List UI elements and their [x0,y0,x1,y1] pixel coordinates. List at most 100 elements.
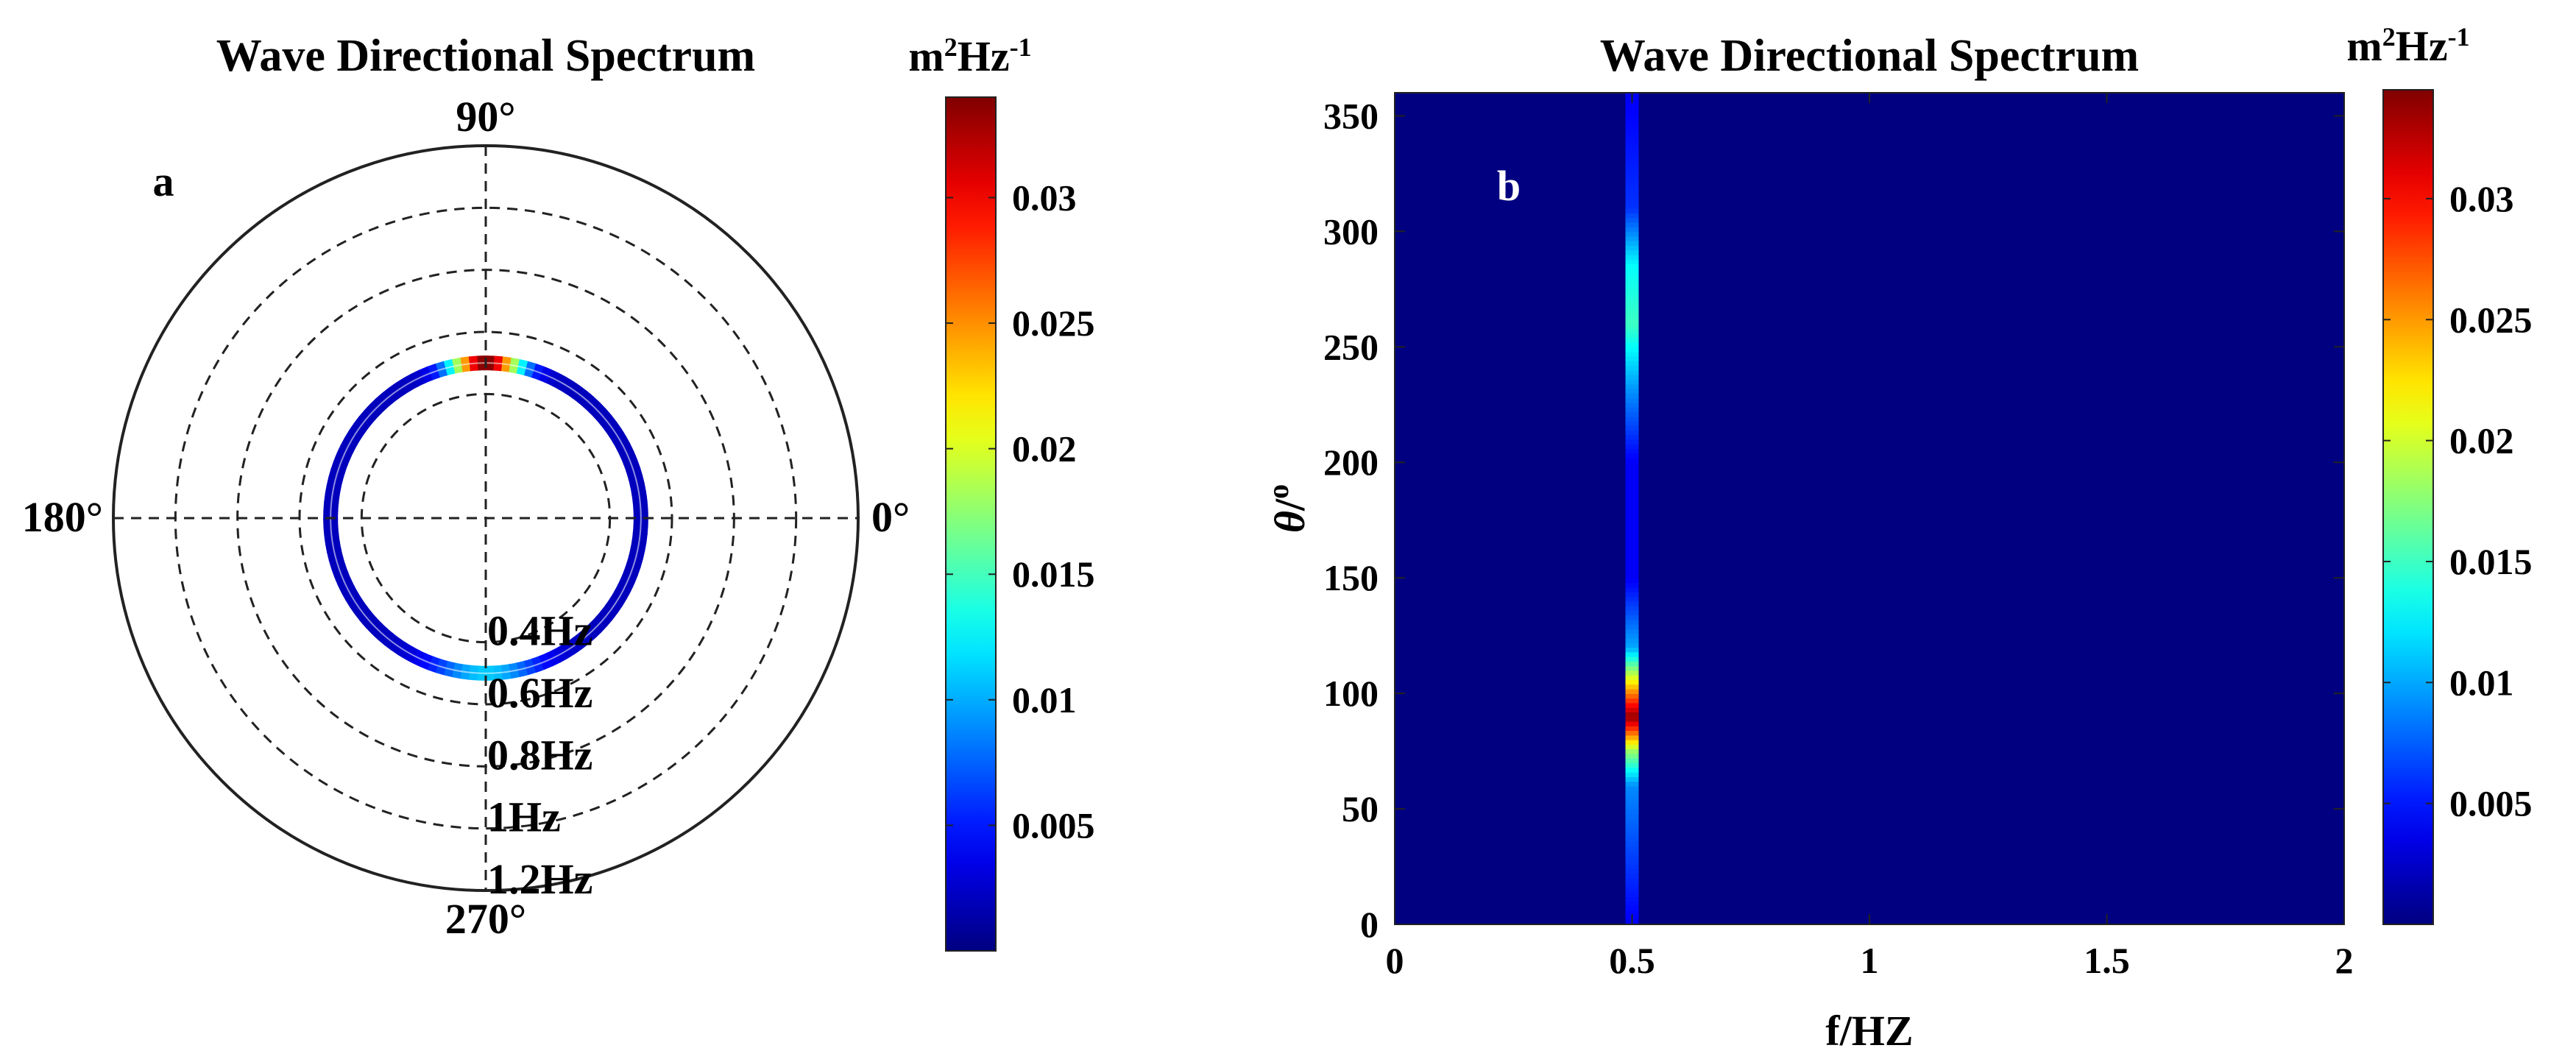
ridge-cell-104 [1625,679,1639,685]
ridge-cell-216 [1625,420,1639,426]
ridge-cell-80 [1625,734,1639,740]
ridge-cell-132 [1625,615,1639,620]
ridge-cell-60 [1625,781,1639,787]
colorbar-a-tick-label-4: 0.025 [1012,302,1095,344]
ridge-cell-32 [1625,846,1639,852]
ridge-cell-288 [1625,254,1639,260]
ridge-cell-294 [1625,240,1639,246]
ridge-cell-66 [1625,767,1639,773]
ridge-cell-254 [1625,333,1639,339]
ridge-cell-6 [1625,905,1639,911]
y-tick-label-5: 250 [1323,326,1379,367]
ridge-cell-34 [1625,841,1639,847]
y-tick-label-3: 150 [1323,557,1379,598]
ridge-cell-14 [1625,887,1639,893]
ridge-cell-322 [1625,176,1639,182]
ridge-cell-304 [1625,217,1639,223]
ridge-cell-350 [1625,111,1639,117]
ridge-cell-148 [1625,578,1639,584]
ridge-cell-208 [1625,439,1639,445]
ridge-cell-114 [1625,656,1639,662]
ridge-cell-128 [1625,623,1639,630]
ridge-cell-242 [1625,361,1639,367]
heatmap-y-axis-label: θ/o [1262,484,1314,533]
heatmap-panel: Wave Directional Spectrum b 0 0.5 1 1.5 2 0 5… [1262,22,2533,1055]
ridge-cell-310 [1625,203,1639,209]
ridge-cell-292 [1625,245,1639,251]
ridge-cell-332 [1625,152,1639,158]
ridge-cell-270 [1625,296,1639,302]
polar-outer-boundary [112,144,860,892]
ridge-cell-50 [1625,804,1639,810]
ridge-cell-280 [1625,272,1639,278]
ridge-cell-276 [1625,282,1639,288]
colorbar-a-unit-mid: Hz [958,32,1010,80]
ridge-cell-40 [1625,827,1639,833]
polar-angle-label-180: 180° [22,493,103,541]
colorbar-b-ticks: 0.005 0.01 0.015 0.02 0.025 0.03 [2383,178,2533,824]
colorbar-b-unit-base: m [2346,22,2382,70]
ridge-cell-252 [1625,337,1639,343]
ridge-cell-296 [1625,236,1639,241]
ridge-cell-184 [1625,495,1639,500]
ridge-cell-86 [1625,721,1639,726]
colorbar-b-unit-mid: Hz [2396,22,2448,70]
ridge-cell-26 [1625,860,1639,865]
ridge-cell-222 [1625,406,1639,412]
ridge-cell-116 [1625,651,1639,657]
polar-spectrum-ring [323,355,648,681]
ridge-cell-306 [1625,213,1639,219]
ridge-cell-92 [1625,707,1639,713]
ridge-cell-24 [1625,864,1639,870]
ridge-cell-244 [1625,355,1639,361]
ridge-cell-240 [1625,365,1639,371]
colorbar-b-tick-label-3: 0.02 [2449,420,2514,461]
ridge-cell-144 [1625,587,1639,592]
colorbar-b-tick-label-2: 0.015 [2449,541,2533,582]
ridge-cell-290 [1625,249,1639,255]
ridge-cell-110 [1625,665,1639,671]
ridge-cell-334 [1625,148,1639,154]
ridge-cell-98 [1625,693,1639,699]
ridge-cell-212 [1625,430,1639,436]
ridge-cell-248 [1625,347,1639,353]
panel-label-b: b [1497,162,1521,210]
heatmap-y-ticks: 0 50 100 150 200 250 300 350 [1323,95,2344,945]
ridge-cell-174 [1625,517,1639,523]
ridge-cell-68 [1625,762,1639,768]
ridge-cell-314 [1625,194,1639,200]
ridge-cell-166 [1625,536,1639,542]
ridge-cell-176 [1625,513,1639,519]
ridge-cell-330 [1625,157,1639,163]
ridge-cell-328 [1625,162,1639,168]
ridge-cell-224 [1625,402,1639,408]
ridge-cell-130 [1625,619,1639,625]
ridge-cell-102 [1625,684,1639,690]
ridge-cell-54 [1625,795,1639,801]
colorbar-a-tick-label-2: 0.015 [1012,553,1095,595]
ridge-cell-62 [1625,776,1639,782]
ridge-cell-200 [1625,457,1639,464]
heatmap-plot-area [1395,93,2344,924]
ridge-cell-204 [1625,448,1639,454]
y-tick-label-0: 0 [1360,904,1379,945]
ridge-cell-48 [1625,809,1639,815]
ridge-cell-84 [1625,726,1639,732]
ridge-cell-142 [1625,592,1639,598]
y-tick-label-6: 300 [1323,210,1379,252]
ridge-cell-250 [1625,342,1639,348]
ridge-cell-256 [1625,328,1639,334]
ridge-cell-266 [1625,305,1639,311]
ridge-cell-126 [1625,629,1639,634]
ridge-cell-246 [1625,351,1639,357]
ridge-cell-202 [1625,453,1639,459]
ridge-cell-234 [1625,379,1639,385]
ridge-cell-106 [1625,675,1639,681]
ridge-cell-188 [1625,485,1639,491]
ridge-cell-146 [1625,582,1639,588]
ridge-cell-12 [1625,892,1639,898]
ridge-cell-72 [1625,753,1639,759]
ridge-cell-258 [1625,323,1639,329]
colorbar-b-gradient [2382,89,2434,925]
ridge-cell-52 [1625,799,1639,805]
